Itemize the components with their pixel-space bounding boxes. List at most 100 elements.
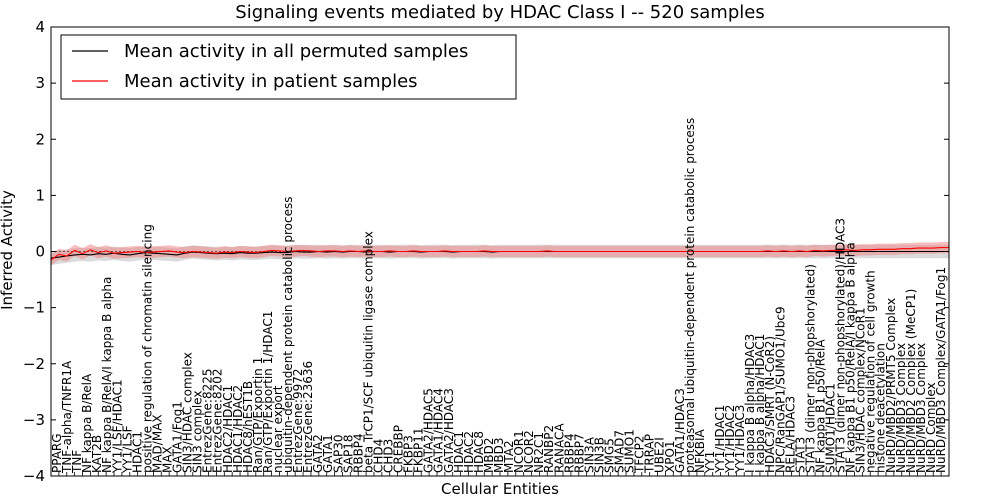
category-label: GATA1/HDAC4 xyxy=(432,388,446,473)
patient-band xyxy=(51,242,949,266)
confidence-bands xyxy=(51,242,949,266)
category-label: SIN3B xyxy=(593,437,607,473)
category-label: RANACA xyxy=(552,423,566,473)
category-label: YY1/LSF/HDAC1 xyxy=(110,379,124,474)
category-label: RBBP4 xyxy=(351,433,365,473)
category-label: EntrezGene:9972 xyxy=(291,369,305,474)
category-label: I kappa B alpha/HDAC3 xyxy=(743,334,757,473)
category-label: NCOR2 xyxy=(522,430,536,473)
category-label: SIN3A xyxy=(582,436,596,473)
category-label: HDAC1 xyxy=(130,431,144,473)
category-label: NF kappa B/RelA/I kappa B alpha xyxy=(100,277,114,473)
category-label: NR2C1 xyxy=(532,432,546,473)
category-label: FKBP11 xyxy=(412,427,426,473)
category-label: NF kappa B1 p50/RelA xyxy=(814,339,828,473)
category-label: CREBBP xyxy=(392,425,406,473)
category-label: SUMO1/HDAC1 xyxy=(824,383,838,473)
category-label: TNF xyxy=(70,450,84,474)
category-label: MBD2 xyxy=(482,438,496,473)
category-label: proteasomal ubiquitin-dependent protein … xyxy=(683,118,697,473)
category-label: RELA/HDAC3 xyxy=(783,396,797,473)
category-label: NFKBIA xyxy=(693,428,707,473)
category-label: SMAD7 xyxy=(613,430,627,473)
category-label: GATA2/HDAC5 xyxy=(422,388,436,473)
category-label: RBBP7 xyxy=(572,433,586,473)
category-label: SUMO1 xyxy=(623,429,637,473)
category-label: GATA1/Fog1 xyxy=(171,401,185,473)
category-label: NuRD/MBD3 Complex xyxy=(894,343,908,473)
category-label: Ran/GTP/Exportin 1/HDAC1 xyxy=(261,311,275,473)
category-label: I kappa B alpha/HDAC1 xyxy=(753,334,767,473)
category-label: STAT3 (dimer non-phopshorylated) xyxy=(803,264,817,473)
category-label: beta TrCP1/SCF ubiquitin ligase complex xyxy=(361,231,375,473)
category-label: HDAC8 xyxy=(472,431,486,473)
series-lines xyxy=(50,247,949,261)
category-label: NuRD Complex xyxy=(924,382,938,473)
category-label: positive regulation of chromatin silenci… xyxy=(140,224,154,473)
category-label: YY1/LSF xyxy=(120,425,134,474)
category-label: NuRD/MBD2 Complex (MeCP1) xyxy=(904,289,918,473)
category-label: KAT2B xyxy=(90,435,104,473)
category-label: HDAC2 xyxy=(462,431,476,473)
category-label: RBBP4 xyxy=(562,433,576,473)
y-tick-label: 0 xyxy=(35,243,45,261)
category-label: EntrezGene:23636 xyxy=(301,361,315,473)
category-label: XPO1 xyxy=(663,440,677,473)
category-label: YY1 xyxy=(703,451,717,474)
category-label: HDAC3/SMRT (N-CoR2) xyxy=(763,336,777,473)
category-label: GATA1 xyxy=(321,434,335,473)
category-label: FKBP3 xyxy=(402,435,416,473)
category-label: NPC/RanGAP1/SUMO1/Ubc9 xyxy=(773,306,787,473)
legend: Mean activity in all permuted samples Me… xyxy=(60,34,517,100)
category-label: SAP30 xyxy=(331,434,345,473)
x-axis-label: Cellular Entities xyxy=(441,480,559,498)
category-label: NuRD/MBD3 Complex/GATA1/Fog1 xyxy=(934,267,948,473)
category-label: HDAC1 xyxy=(452,431,466,473)
category-label: SIN3/HDAC complex xyxy=(181,352,195,473)
y-tick-label: 2 xyxy=(35,130,45,148)
category-label: CHD3 xyxy=(382,439,396,473)
category-label: GATA2/HDAC3 xyxy=(442,388,456,473)
y-axis: −4 −3 −2 −1 0 1 2 3 4 xyxy=(23,18,949,485)
y-tick-label: −4 xyxy=(23,467,45,485)
category-label: EntrezGene:8202 xyxy=(211,369,225,474)
category-label: SIN3/HDAC complex/NCoR1 xyxy=(854,307,868,473)
category-label: TFCP2 xyxy=(633,436,647,474)
category-label: HDAC8/hEST1B xyxy=(241,381,255,473)
y-tick-label: −1 xyxy=(23,299,45,317)
legend-label-permuted: Mean activity in all permuted samples xyxy=(124,41,468,62)
category-label: histone deacetylation xyxy=(874,343,888,473)
category-label: YY1/HDAC2 xyxy=(723,405,737,474)
category-label: TRRAP xyxy=(643,434,657,474)
category-label: ubiquitin-dependent protein catabolic pr… xyxy=(281,197,295,473)
y-tick-label: 3 xyxy=(35,74,45,92)
category-label: TNF-alpha/TNFR1A xyxy=(60,360,74,474)
category-label: YY1/HDAC3 xyxy=(733,405,747,474)
y-tick-label: −3 xyxy=(23,411,45,429)
category-label: SMG5 xyxy=(603,438,617,473)
category-label: STAT3 (dimer non-phopshorylated)/HDAC3 xyxy=(834,218,848,473)
y-tick-label: 4 xyxy=(35,18,45,36)
category-label: SAP18 xyxy=(341,434,355,473)
category-label: MAD/MAX xyxy=(151,414,165,473)
category-label: nuclear export xyxy=(271,385,285,473)
x-axis xyxy=(50,472,950,476)
category-label: RANBP2 xyxy=(542,425,556,473)
category-label: GATA1/HDAC3 xyxy=(673,388,687,473)
category-label: negative regulation of cell growth xyxy=(864,270,878,473)
series-line-patient xyxy=(50,247,949,261)
category-label: STAT3 xyxy=(793,437,807,473)
y-tick-label: −2 xyxy=(23,355,45,373)
legend-box xyxy=(60,34,517,100)
legend-label-patient: Mean activity in patient samples xyxy=(124,71,418,92)
category-label: NF kappa B1 p50/RelA/I kappa B alpha xyxy=(844,242,858,473)
y-axis-label: Inferred Activity xyxy=(0,190,16,310)
category-label: YY1/HDAC1 xyxy=(713,405,727,474)
category-label: CHD4 xyxy=(372,439,386,473)
category-label: GATA2 xyxy=(311,434,325,473)
category-label: PPARG xyxy=(50,433,64,473)
category-label: SIN3 complex xyxy=(191,391,205,473)
